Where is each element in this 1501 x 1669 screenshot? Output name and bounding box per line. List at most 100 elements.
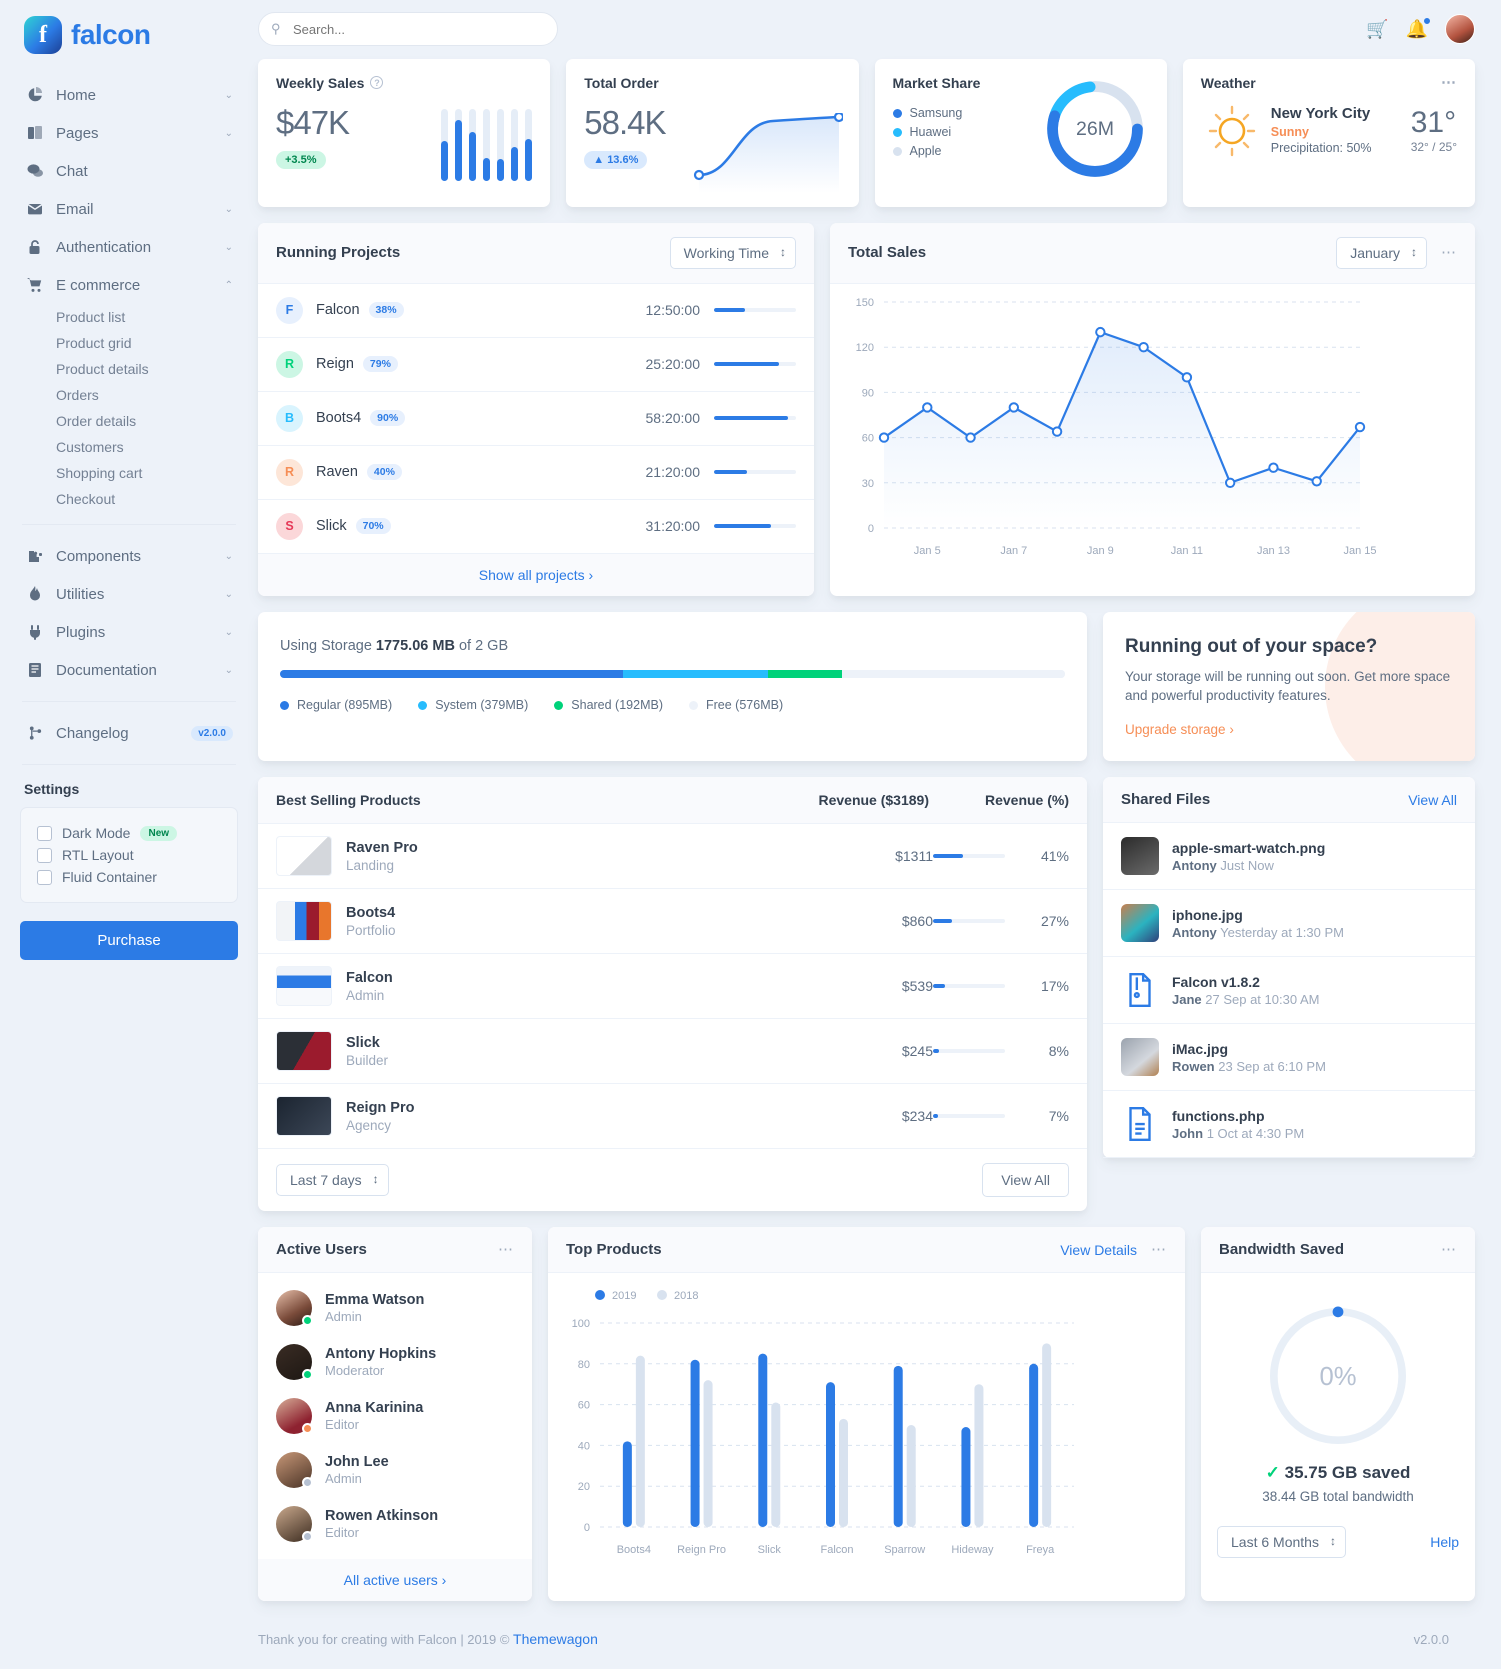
promo-card: Running out of your space? Your storage … [1103,611,1475,761]
branch-icon [25,723,45,743]
list-item[interactable]: Anna Karinina Editor [258,1389,532,1443]
project-row[interactable]: R Raven 40% 21:20:00 [258,446,814,500]
sidebar-item-components[interactable]: Components ⌄ [20,537,238,575]
table-row[interactable]: Raven Pro Landing $1311 41% [258,824,1087,889]
bandwidth-title: Bandwidth Saved [1219,1241,1345,1258]
sidebar-item-documentation[interactable]: Documentation ⌄ [20,651,238,689]
sidebar-subitem-shopping-cart[interactable]: Shopping cart [56,465,143,481]
sidebar-item-authentication[interactable]: Authentication ⌄ [20,228,238,266]
sidebar-subitem-product-details[interactable]: Product details [56,361,149,377]
sidebar-subitem-product-grid[interactable]: Product grid [56,335,132,351]
date-range-select[interactable]: Last 7 days [276,1164,389,1196]
total-sales-card: Total Sales January ⋯ 0 30 60 90 120 150 Jan 5… [830,222,1475,596]
show-all-projects-link[interactable]: Show all projects › [478,566,594,583]
project-row[interactable]: B Boots4 90% 58:20:00 [258,392,814,446]
weather-menu-icon[interactable]: ⋯ [1441,73,1457,91]
working-time-select[interactable]: Working Time [669,236,796,269]
table-row[interactable]: Slick Builder $245 8% [258,1019,1087,1084]
list-item[interactable]: Falcon v1.8.2 Jane 27 Sep at 10:30 AM [1103,957,1475,1024]
shared-files-view-all[interactable]: View All [1408,791,1457,808]
sidebar-item-plugins[interactable]: Plugins ⌄ [20,613,238,651]
sidebar-item-chat[interactable]: Chat [20,152,238,190]
sidebar-subitem-customers[interactable]: Customers [56,439,124,455]
sidebar-subitem-checkout[interactable]: Checkout [56,491,116,507]
storage-legend-item: System (379MB) [418,696,528,715]
checkbox[interactable] [37,869,52,885]
sidebar-subitem-order-details[interactable]: Order details [56,413,137,429]
sidebar-subitem-product-list[interactable]: Product list [56,309,126,325]
setting-fluid-container[interactable]: Fluid Container [37,866,221,888]
cart-icon[interactable]: 🛒 [1366,18,1389,39]
all-active-users-link[interactable]: All active users › [343,1572,447,1588]
list-item[interactable]: Antony Hopkins Moderator [258,1335,532,1389]
sidebar-item-email[interactable]: Email ⌄ [20,190,238,228]
view-details-link[interactable]: View Details [1060,1241,1137,1258]
file-owner: Antony [1172,924,1217,940]
purchase-button[interactable]: Purchase [20,921,238,960]
list-item[interactable]: functions.php John 1 Oct at 4:30 PM [1103,1091,1475,1158]
slick-thumb [276,1031,332,1071]
active-users-menu-icon[interactable]: ⋯ [498,1240,514,1258]
running-projects-card: Running Projects Working Time F Falcon 38%… [258,222,814,596]
sidebar-item-changelog[interactable]: Changelog v2.0.0 [20,714,238,752]
project-progress [714,308,796,313]
list-item[interactable]: Rowen Atkinson Editor [258,1497,532,1551]
search-input[interactable] [258,12,558,47]
month-select[interactable]: January [1336,236,1427,269]
svg-text:40: 40 [578,1440,590,1452]
bell-icon[interactable]: 🔔 [1406,16,1431,40]
help-icon[interactable]: ? [370,76,384,90]
total-sales-menu-icon[interactable]: ⋯ [1441,243,1457,261]
table-row[interactable]: Reign Pro Agency $234 7% [258,1084,1087,1149]
sidebar-item-utilities[interactable]: Utilities ⌄ [20,575,238,613]
project-row[interactable]: R Reign 79% 25:20:00 [258,338,814,392]
sidebar-item-home[interactable]: Home ⌄ [20,76,238,114]
weather-city: New York City [1270,104,1371,122]
setting-dark-mode[interactable]: Dark Mode New [37,822,221,844]
bandwidth-menu-icon[interactable]: ⋯ [1441,1240,1457,1258]
reign-pro-thumb [276,1096,332,1136]
svg-text:120: 120 [856,342,874,354]
svg-text:30: 30 [862,478,874,490]
project-percent: 79% [362,356,398,373]
active-users-title: Active Users [276,1241,367,1258]
file-name: Falcon v1.8.2 [1172,973,1260,990]
product-percent: 7% [1048,1108,1069,1124]
chevron-down-icon: ⌄ [224,664,233,676]
svg-text:150: 150 [856,297,874,309]
bandwidth-help-link[interactable]: Help [1430,1534,1459,1550]
list-item[interactable]: iMac.jpg Rowen 23 Sep at 6:10 PM [1103,1024,1475,1091]
storage-legend: Regular (895MB) System (379MB) Shared (192… [280,696,1065,715]
storage-bar [280,669,1065,678]
spark-bar [469,108,477,181]
brand-logo[interactable]: falcon [20,0,238,76]
storage-legend-item: Shared (192MB) [554,696,663,715]
upgrade-storage-link[interactable]: Upgrade storage › [1125,722,1234,737]
list-item[interactable]: apple-smart-watch.png Antony Just Now [1103,823,1475,890]
sidebar-item-e-commerce[interactable]: E commerce ⌃ [20,266,238,304]
spark-bar [483,108,491,181]
lock-icon [25,237,45,257]
checkbox[interactable] [37,825,52,841]
product-progress [933,1114,1013,1118]
product-category: Landing [346,858,395,873]
top-products-menu-icon[interactable]: ⋯ [1151,1240,1167,1258]
project-row[interactable]: F Falcon 38% 12:50:00 [258,284,814,338]
svg-text:Sparrow: Sparrow [884,1544,925,1556]
avatar[interactable] [1445,14,1475,45]
boots4-thumb [276,901,332,941]
themewagon-link[interactable]: Themewagon [513,1631,598,1647]
sidebar-item-pages[interactable]: Pages ⌄ [20,114,238,152]
bandwidth-range-select[interactable]: Last 6 Months [1217,1526,1346,1558]
view-all-products-button[interactable]: View All [982,1163,1069,1197]
table-row[interactable]: Boots4 Portfolio $860 27% [258,889,1087,954]
project-row[interactable]: S Slick 70% 31:20:00 [258,500,814,554]
list-item[interactable]: Emma Watson Admin [258,1281,532,1335]
checkbox[interactable] [37,847,52,863]
list-item[interactable]: iphone.jpg Antony Yesterday at 1:30 PM [1103,890,1475,957]
list-item[interactable]: John Lee Admin [258,1443,532,1497]
file-time: Yesterday at 1:30 PM [1220,924,1344,940]
setting-rtl-layout[interactable]: RTL Layout [37,844,221,866]
table-row[interactable]: Falcon Admin $539 17% [258,954,1087,1019]
sidebar-subitem-orders[interactable]: Orders [56,387,99,403]
